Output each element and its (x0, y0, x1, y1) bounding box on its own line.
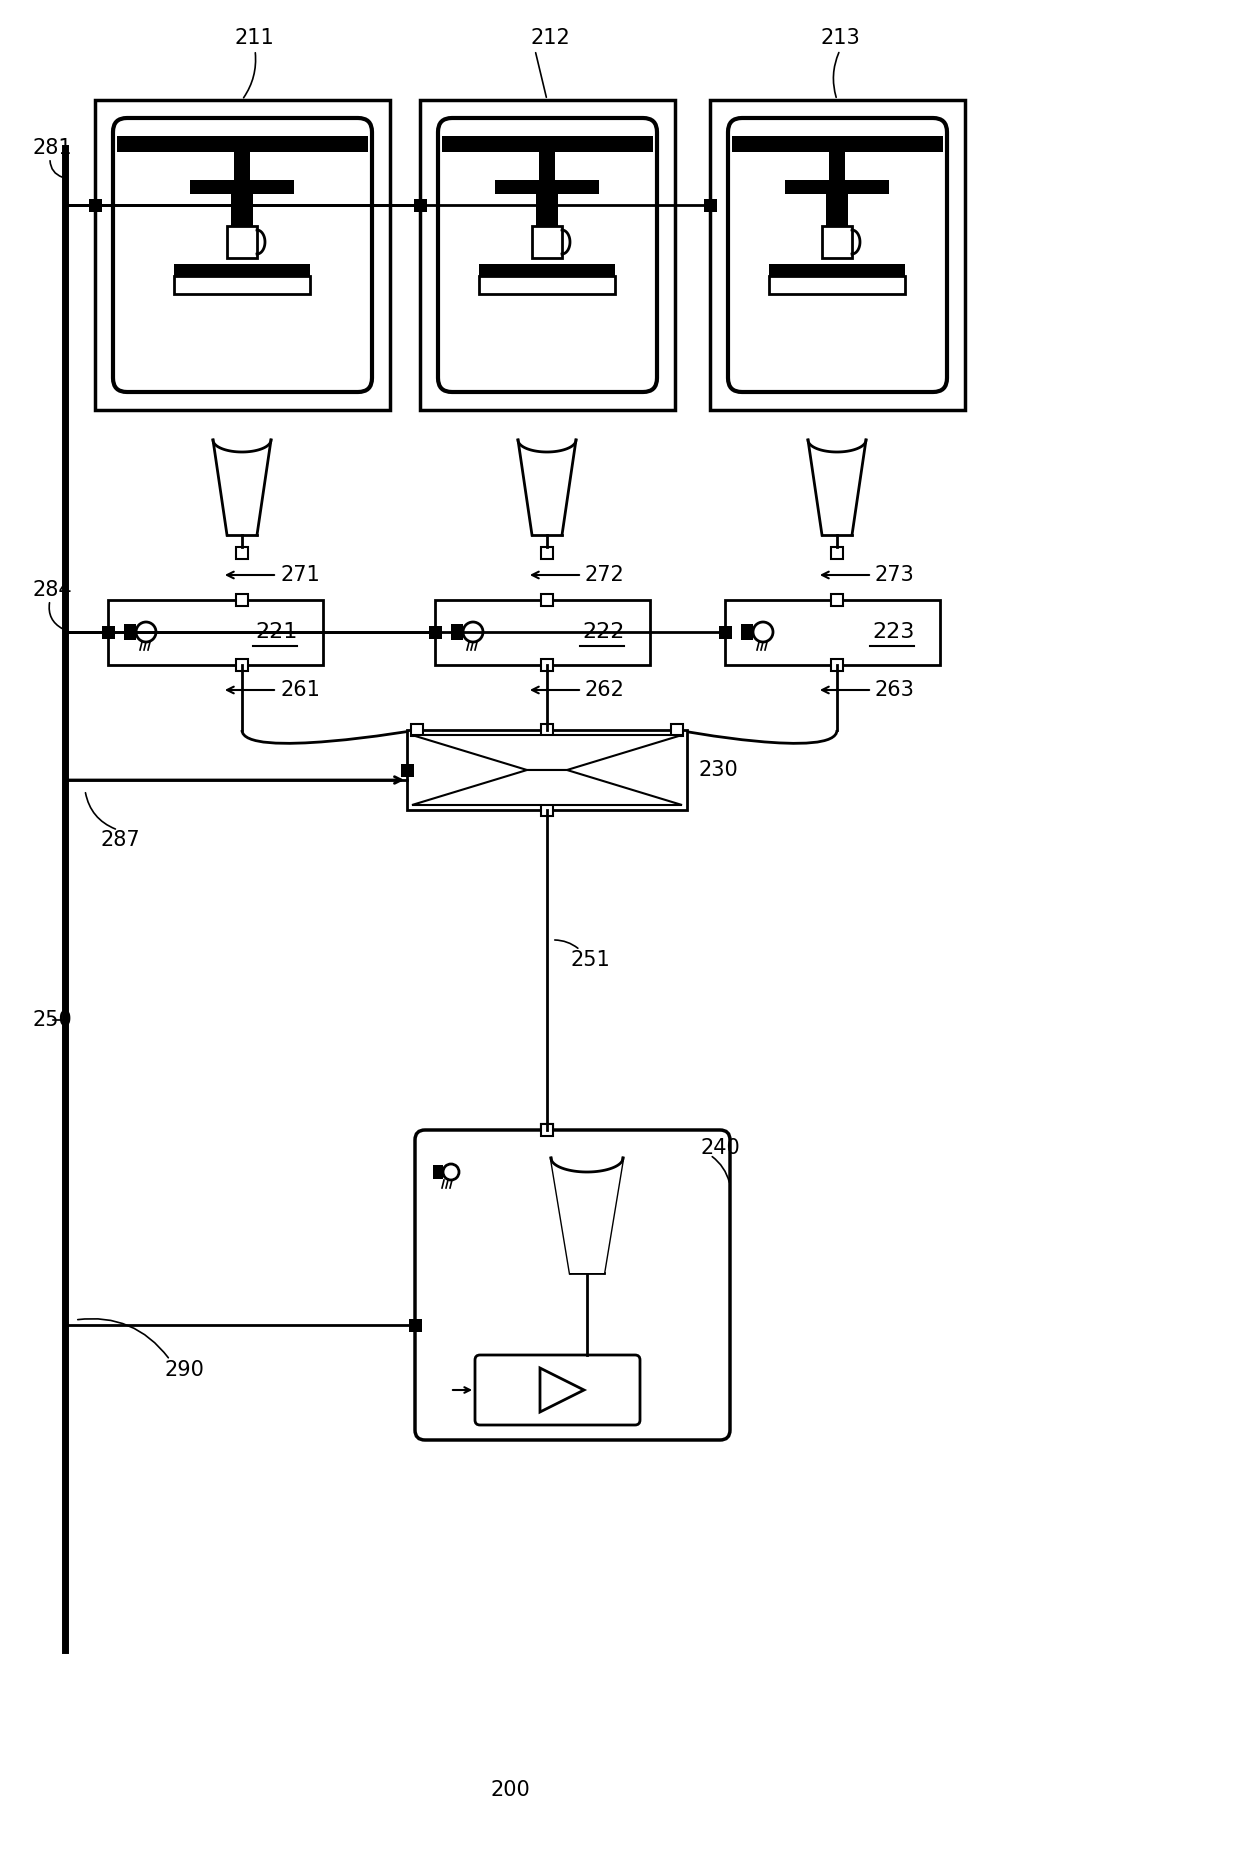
Bar (541, 1125, 553, 1136)
Bar (95, 100, 391, 410)
Text: 290: 290 (165, 1360, 205, 1380)
FancyBboxPatch shape (113, 119, 372, 393)
Polygon shape (213, 439, 272, 536)
Bar (826, 195, 848, 226)
Text: 222: 222 (582, 623, 625, 641)
Bar (831, 595, 843, 606)
Bar (732, 135, 942, 152)
Bar (420, 100, 675, 410)
Text: 240: 240 (701, 1138, 740, 1158)
Bar (190, 180, 294, 195)
Bar (769, 276, 905, 295)
Bar (102, 626, 114, 639)
Text: 251: 251 (570, 951, 610, 969)
Bar (541, 804, 553, 815)
Bar (88, 198, 102, 211)
Bar (718, 626, 732, 639)
Bar (541, 1125, 553, 1136)
Text: 250: 250 (32, 1010, 72, 1030)
Bar (671, 725, 683, 736)
Bar (541, 725, 553, 736)
Bar (532, 226, 562, 258)
Text: 223: 223 (872, 623, 914, 641)
Bar (769, 263, 905, 276)
Bar (703, 198, 717, 211)
Text: 212: 212 (529, 28, 569, 48)
Bar (231, 195, 253, 226)
Bar (725, 600, 940, 665)
Bar (108, 600, 322, 665)
Polygon shape (412, 736, 682, 771)
FancyBboxPatch shape (438, 119, 657, 393)
Text: 221: 221 (255, 623, 298, 641)
Text: 230: 230 (699, 760, 739, 780)
Text: 281: 281 (32, 137, 72, 158)
Text: 263: 263 (875, 680, 915, 700)
Bar (401, 763, 413, 776)
Bar (742, 624, 753, 639)
Polygon shape (551, 1158, 622, 1273)
Bar (407, 730, 687, 810)
Bar (408, 1319, 422, 1332)
FancyBboxPatch shape (415, 1130, 730, 1440)
Bar (236, 595, 248, 606)
Bar (541, 595, 553, 606)
Bar (479, 276, 615, 295)
Text: 287: 287 (100, 830, 140, 851)
Text: 211: 211 (236, 28, 275, 48)
Bar (711, 100, 965, 410)
Text: 262: 262 (585, 680, 625, 700)
Polygon shape (808, 439, 866, 536)
Bar (234, 152, 250, 180)
Bar (236, 547, 248, 560)
Text: 272: 272 (585, 565, 625, 586)
Bar (539, 152, 556, 180)
Polygon shape (539, 1368, 584, 1412)
Bar (227, 226, 257, 258)
Polygon shape (518, 439, 577, 536)
Bar (236, 660, 248, 671)
Bar (413, 198, 427, 211)
Bar (536, 195, 558, 226)
Bar (785, 180, 889, 195)
Bar (541, 547, 553, 560)
Bar (541, 660, 553, 671)
Text: 273: 273 (875, 565, 915, 586)
Bar (831, 547, 843, 560)
FancyBboxPatch shape (475, 1355, 640, 1425)
Bar (451, 624, 463, 639)
Text: 200: 200 (490, 1781, 529, 1799)
FancyBboxPatch shape (728, 119, 947, 393)
Bar (495, 180, 599, 195)
Polygon shape (412, 771, 682, 804)
Text: 284: 284 (32, 580, 72, 600)
Text: 213: 213 (820, 28, 859, 48)
Bar (410, 725, 423, 736)
Text: 261: 261 (280, 680, 320, 700)
Bar (822, 226, 852, 258)
Bar (831, 660, 843, 671)
Bar (124, 624, 136, 639)
Bar (830, 152, 844, 180)
Bar (117, 135, 368, 152)
Bar (433, 1166, 443, 1179)
Text: 271: 271 (280, 565, 320, 586)
Bar (174, 263, 310, 276)
Bar (441, 135, 653, 152)
Bar (429, 626, 441, 639)
Bar (435, 600, 650, 665)
Bar (479, 263, 615, 276)
Bar (174, 276, 310, 295)
